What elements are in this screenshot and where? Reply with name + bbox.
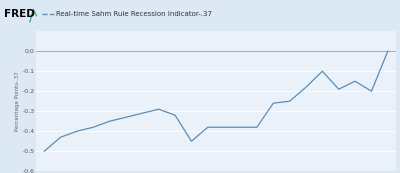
Y-axis label: Percentage Points-.37: Percentage Points-.37 xyxy=(15,71,20,131)
Text: Real-time Sahm Rule Recession Indicator-.37: Real-time Sahm Rule Recession Indicator-… xyxy=(56,11,212,17)
Text: FRED: FRED xyxy=(4,9,35,19)
